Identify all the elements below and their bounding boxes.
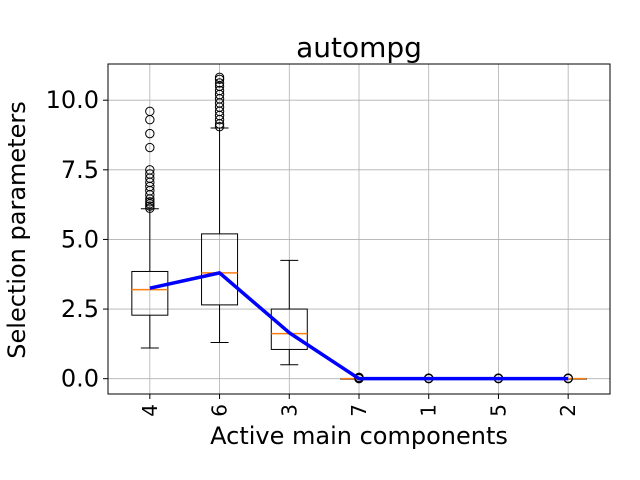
outlier-point xyxy=(214,121,225,132)
x-tick-label: 5 xyxy=(486,404,510,417)
outlier-point xyxy=(145,165,155,175)
outlier-point xyxy=(145,203,155,213)
x-tick-label: 1 xyxy=(417,404,441,417)
box-4 xyxy=(131,106,169,349)
x-tick-label: 2 xyxy=(556,404,580,417)
chart-title: autompg xyxy=(296,31,422,64)
x-axis-ticks: 4 6 3 7 1 5 2 xyxy=(138,394,580,417)
outlier-point xyxy=(145,197,155,207)
y-tick-label: 5.0 xyxy=(61,225,99,253)
grid-lines xyxy=(108,64,610,394)
mean-line-layer xyxy=(149,271,569,381)
iqr-box xyxy=(201,233,239,306)
x-tick-label: 7 xyxy=(347,404,371,417)
iqr-box xyxy=(131,270,169,316)
outlier-point xyxy=(145,106,155,117)
outlier-point xyxy=(214,85,225,96)
y-tick-label: 7.5 xyxy=(61,156,99,184)
x-tick-label: 3 xyxy=(277,404,301,417)
y-tick-label: 2.5 xyxy=(61,295,99,323)
x-tick-label: 4 xyxy=(138,404,162,417)
outlier-point xyxy=(145,201,155,211)
y-tick-label: 0.0 xyxy=(61,365,99,393)
mean-line xyxy=(149,271,569,381)
x-tick-label: 6 xyxy=(208,404,232,417)
outlier-point xyxy=(214,78,225,88)
y-tick-label: 10.0 xyxy=(46,86,99,114)
box-6 xyxy=(201,72,239,343)
outlier-point xyxy=(145,142,155,153)
outlier-point xyxy=(145,169,155,179)
iqr-box xyxy=(270,308,308,350)
y-axis-ticks: 0.0 2.5 5.0 7.5 10.0 xyxy=(46,86,108,393)
y-axis-label: Selection parameters xyxy=(3,101,31,358)
outlier-point xyxy=(214,81,225,91)
box-3 xyxy=(270,259,308,366)
outlier-point xyxy=(145,128,155,139)
x-axis-label: Active main components xyxy=(210,422,508,450)
outlier-point xyxy=(214,72,225,83)
